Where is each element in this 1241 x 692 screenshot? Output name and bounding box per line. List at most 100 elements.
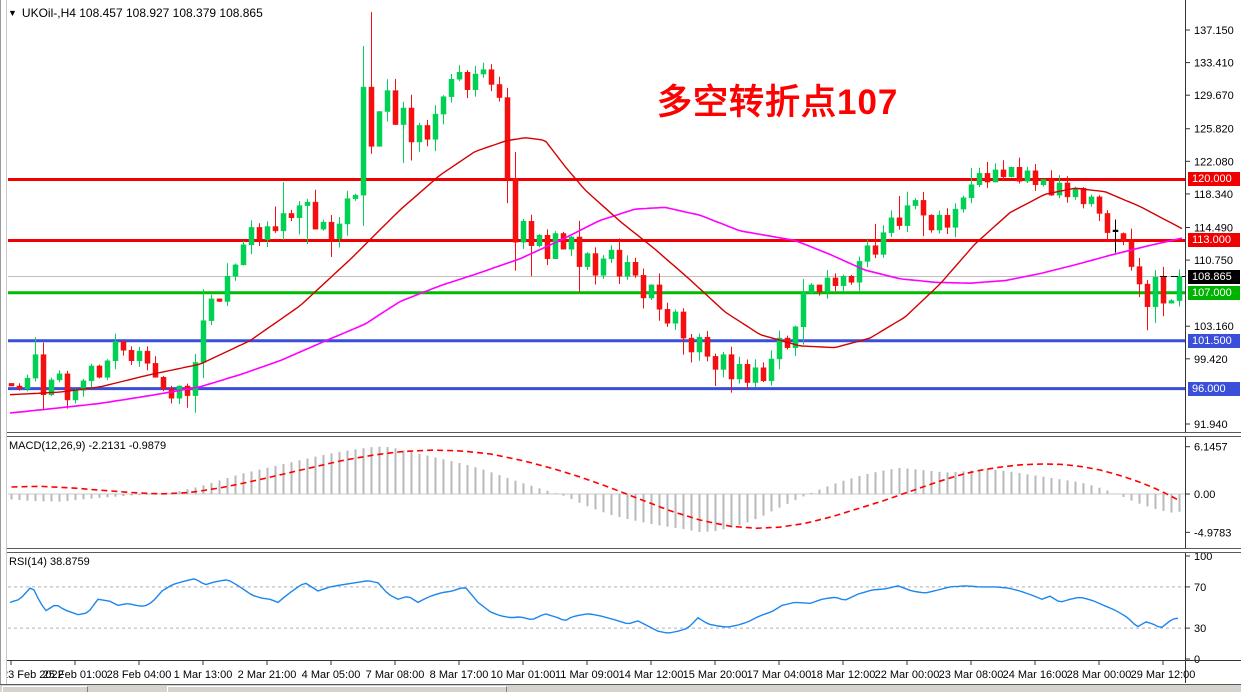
panel-splitter-macd-rsi[interactable] bbox=[0, 548, 1241, 553]
candle-body bbox=[504, 97, 511, 179]
candle-body bbox=[120, 341, 127, 351]
candle-body bbox=[752, 367, 759, 383]
time-axis-label: 29 Mar 12:00 bbox=[1131, 669, 1196, 681]
time-axis-label: 4 Mar 05:00 bbox=[302, 669, 361, 681]
main-price-panel[interactable] bbox=[8, 12, 1185, 414]
candle-body bbox=[176, 385, 183, 399]
candle-body bbox=[1136, 266, 1143, 285]
candle-body bbox=[568, 236, 575, 250]
candle-body bbox=[32, 354, 39, 379]
rsi-indicator-label: RSI(14) 38.8759 bbox=[9, 556, 90, 568]
time-axis-label: 7 Mar 08:00 bbox=[366, 669, 425, 681]
candle-body bbox=[288, 213, 295, 219]
chart-tab-2[interactable] bbox=[167, 686, 507, 692]
candle-body bbox=[880, 232, 887, 255]
candle-body bbox=[1000, 169, 1007, 178]
candle-body bbox=[192, 362, 199, 396]
candle-body bbox=[248, 227, 255, 246]
candle-body bbox=[512, 178, 519, 243]
candle-body bbox=[432, 113, 439, 140]
chart-tab-1[interactable] bbox=[2, 686, 88, 692]
candle-body bbox=[968, 184, 975, 199]
candle-body bbox=[24, 377, 31, 389]
candle-body bbox=[440, 96, 447, 115]
candle-body bbox=[584, 253, 591, 267]
price-tick-label: 103.160 bbox=[1194, 321, 1234, 333]
candle-body bbox=[944, 214, 951, 228]
candle-body bbox=[224, 275, 231, 302]
price-badge-107.000: 107.000 bbox=[1188, 286, 1240, 300]
candle-body bbox=[136, 350, 143, 361]
candle-body bbox=[280, 213, 287, 232]
candle-body bbox=[576, 236, 583, 267]
candle-body bbox=[400, 107, 407, 125]
candle-body bbox=[592, 253, 599, 276]
bottom-tab-strip bbox=[0, 684, 1241, 692]
candle-body bbox=[208, 298, 215, 321]
candle-body bbox=[640, 275, 647, 299]
candle-body bbox=[240, 244, 247, 266]
candle-body bbox=[696, 336, 703, 353]
rsi-tick-label: 30 bbox=[1194, 623, 1206, 635]
rsi-panel[interactable] bbox=[8, 578, 1185, 634]
macd-histogram bbox=[10, 446, 1181, 532]
candle-body bbox=[624, 262, 631, 277]
panel-splitter-main-macd[interactable] bbox=[0, 432, 1241, 437]
candle-body bbox=[448, 78, 455, 97]
candle-body bbox=[1104, 213, 1111, 233]
candle-body bbox=[184, 385, 191, 396]
candle-body bbox=[272, 226, 279, 232]
candle-body bbox=[936, 214, 943, 231]
candle-body bbox=[616, 249, 623, 277]
candle-body bbox=[232, 264, 239, 277]
candle-body bbox=[1072, 187, 1079, 198]
symbol-dropdown-icon[interactable]: ▼ bbox=[8, 7, 17, 18]
price-tick-label: 122.080 bbox=[1194, 156, 1234, 168]
candle-body bbox=[40, 354, 47, 395]
time-axis-label: 17 Mar 04:00 bbox=[747, 669, 812, 681]
time-axis-label: 23 Mar 08:00 bbox=[939, 669, 1004, 681]
macd-panel[interactable] bbox=[8, 446, 1185, 532]
time-axis-label: 23 Feb 2022 bbox=[2, 669, 64, 681]
candle-body bbox=[464, 72, 471, 90]
candle-body bbox=[96, 365, 103, 378]
price-tick-label: 125.820 bbox=[1194, 124, 1234, 136]
candle-body bbox=[48, 379, 55, 395]
candle-body bbox=[816, 284, 823, 293]
candle-body bbox=[960, 197, 967, 210]
candle-body bbox=[848, 275, 855, 283]
candle-body bbox=[128, 350, 135, 361]
candle-body bbox=[952, 208, 959, 228]
time-axis-label: 28 Feb 04:00 bbox=[107, 669, 172, 681]
candle-body bbox=[928, 214, 935, 231]
candle-body bbox=[1160, 276, 1167, 304]
candle-body bbox=[416, 125, 423, 143]
time-axis-label: 11 Mar 09:00 bbox=[555, 669, 619, 681]
candles-layer bbox=[8, 12, 1183, 413]
candle-body bbox=[536, 234, 543, 246]
candle-body bbox=[376, 111, 383, 147]
candle-body bbox=[608, 249, 615, 260]
candle-body bbox=[704, 336, 711, 357]
candle-body bbox=[824, 277, 831, 293]
candle-body bbox=[424, 125, 431, 140]
price-badge-120.000: 120.000 bbox=[1188, 172, 1240, 186]
ma-fast-red-line bbox=[9, 137, 1183, 396]
candle-body bbox=[528, 221, 535, 246]
candle-body bbox=[768, 358, 775, 382]
price-tick-label: 110.750 bbox=[1194, 255, 1233, 267]
candle-body bbox=[864, 245, 871, 262]
price-badge-113.000: 113.000 bbox=[1188, 233, 1240, 247]
candle-body bbox=[456, 72, 463, 80]
candle-body bbox=[976, 173, 983, 185]
candle-body bbox=[1056, 182, 1063, 196]
time-axis-label: 18 Mar 12:00 bbox=[811, 669, 876, 681]
candle-body bbox=[336, 223, 343, 239]
candle-body bbox=[888, 217, 895, 233]
candle-body bbox=[872, 245, 879, 255]
candle-body bbox=[408, 107, 415, 143]
price-badge-101.500: 101.500 bbox=[1188, 334, 1240, 348]
candle-body bbox=[1152, 276, 1159, 307]
